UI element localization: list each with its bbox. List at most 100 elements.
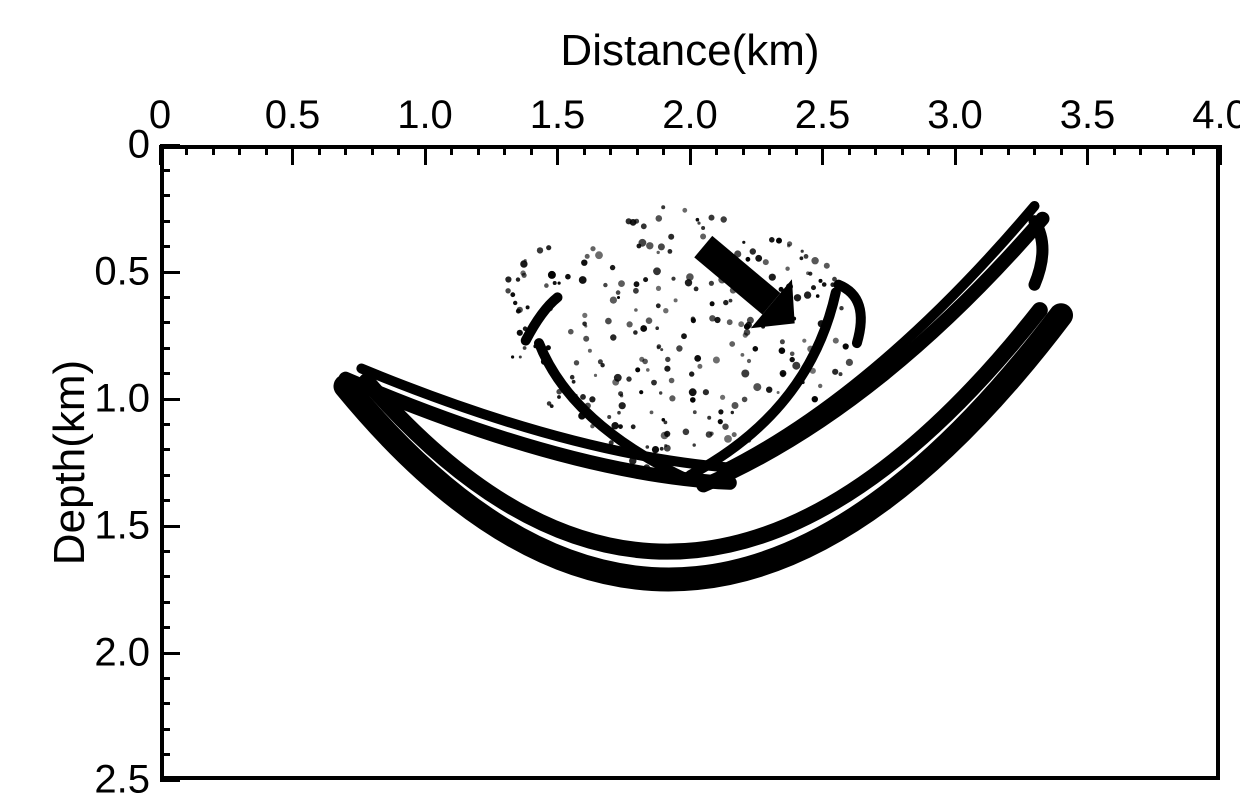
x-tick-major [291, 145, 294, 165]
x-tick-minor [185, 145, 188, 155]
speckle-dot [524, 259, 527, 262]
speckle-dot [839, 372, 843, 376]
speckle-dot [703, 389, 709, 395]
speckle-dot [548, 271, 556, 279]
speckle-dot [801, 250, 804, 253]
speckle-dot [588, 349, 592, 353]
speckle-dot [646, 317, 653, 324]
x-tick-major [424, 145, 427, 165]
speckle-dot [605, 318, 612, 325]
speckle-dot [641, 223, 647, 229]
speckle-dot [664, 366, 670, 372]
speckle-dot [614, 374, 622, 382]
x-tick-minor [503, 145, 506, 155]
speckle-dot [657, 344, 662, 349]
speckle-dot [724, 435, 732, 443]
speckle-dot [639, 390, 643, 394]
speckle-dot [755, 255, 762, 262]
x-tick-label: 0 [149, 93, 171, 138]
speckle-dot [741, 353, 745, 357]
y-tick-minor [160, 245, 170, 248]
speckle-dot [626, 376, 631, 381]
speckle-dot [582, 313, 587, 318]
speckle-dot [718, 409, 723, 414]
x-tick-minor [980, 145, 983, 155]
speckle-dot [583, 336, 589, 342]
speckle-dot [664, 444, 667, 447]
speckle-dot [618, 280, 625, 287]
speckle-dot [590, 246, 595, 251]
y-tick-label: 1.0 [94, 377, 150, 422]
x-tick-minor [530, 145, 533, 155]
speckle-dot [722, 424, 728, 430]
reflector-arc [722, 206, 1035, 470]
speckle-dot [833, 338, 839, 344]
speckle-dot [595, 251, 603, 259]
x-tick-major [821, 145, 824, 165]
speckle-dot [721, 216, 727, 222]
speckle-dot [580, 394, 586, 400]
speckle-dot [690, 397, 696, 403]
speckle-dot [824, 263, 830, 269]
speckle-dot [674, 298, 678, 302]
x-tick-minor [901, 145, 904, 155]
speckle-dot [522, 273, 527, 278]
speckle-dot [683, 429, 690, 436]
speckle-dot [729, 341, 735, 347]
x-tick-major [556, 145, 559, 165]
speckle-dot [505, 276, 511, 282]
speckle-dot [669, 395, 675, 401]
speckle-dot [741, 370, 749, 378]
speckle-dot [697, 222, 700, 225]
speckle-dot [665, 357, 670, 362]
speckle-dot [729, 299, 733, 303]
speckle-dot [526, 305, 530, 309]
y-tick-minor [160, 702, 170, 705]
x-tick-minor [848, 145, 851, 155]
speckle-dot [661, 205, 665, 209]
y-tick-major [160, 779, 180, 782]
speckle-dot [585, 254, 590, 259]
speckle-dot [572, 380, 576, 384]
speckle-dot [619, 402, 626, 409]
speckle-dot [663, 308, 668, 313]
speckle-dot [664, 431, 670, 437]
y-tick-label: 1.5 [94, 504, 150, 549]
speckle-dot [610, 297, 617, 304]
speckle-dot [537, 247, 543, 253]
speckle-dot [607, 415, 611, 419]
speckle-dot [553, 281, 557, 285]
speckle-dot [819, 279, 823, 283]
speckle-dot [643, 277, 648, 282]
y-tick-label: 2.0 [94, 631, 150, 676]
x-tick-minor [450, 145, 453, 155]
speckle-dot [753, 346, 759, 352]
speckle-dot [610, 265, 615, 270]
x-tick-minor [636, 145, 639, 155]
speckle-dot [558, 282, 561, 285]
y-tick-minor [160, 220, 170, 223]
y-tick-label: 0 [128, 123, 150, 168]
speckle-dot [626, 218, 632, 224]
y-tick-minor [160, 575, 170, 578]
x-tick-major [159, 145, 162, 165]
speckle-dot [720, 395, 725, 400]
speckle-dot [843, 343, 849, 349]
speckle-dot [808, 272, 812, 276]
speckle-dot [753, 383, 761, 391]
y-tick-minor [160, 499, 170, 502]
speckle-dot [633, 330, 638, 335]
speckle-dot [639, 357, 644, 362]
speckle-dot [696, 218, 700, 222]
speckle-dot [763, 259, 769, 265]
speckle-dot [631, 424, 636, 429]
speckle-dot [727, 319, 733, 325]
y-tick-minor [160, 677, 170, 680]
x-tick-minor [662, 145, 665, 155]
speckle-dot [676, 345, 682, 351]
y-tick-minor [160, 296, 170, 299]
speckle-dot [718, 419, 723, 424]
x-tick-minor [477, 145, 480, 155]
speckle-dot [769, 274, 776, 281]
speckle-dot [646, 368, 650, 372]
